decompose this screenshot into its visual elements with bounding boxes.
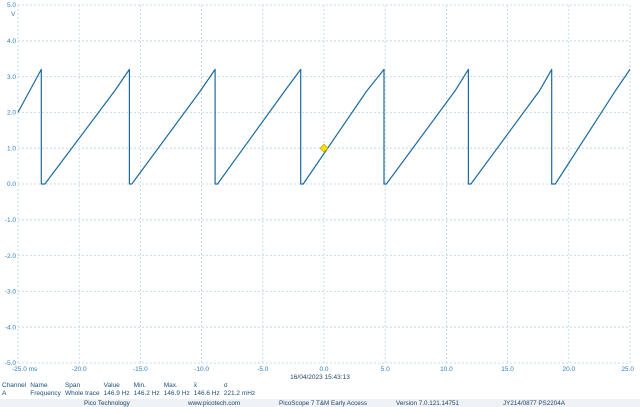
footer-product: PicoScope 7 T&M Early Access (279, 400, 368, 407)
footer-device: JY214/0877 PS2204A (503, 400, 565, 407)
channel-a-trace (17, 68, 631, 185)
header-name: Name (30, 382, 48, 389)
grid-lines (17, 4, 631, 364)
measurements-table: Channel Name Span Value Min. Max. x̄ σ A… (2, 382, 259, 398)
y-tick-label: 4.0 (7, 38, 16, 45)
x-tick-label: 0.0 (319, 366, 328, 373)
header-channel: Channel (2, 382, 27, 389)
x-tick-label: 20.0 (562, 366, 575, 373)
x-tick-label: -15.0 (133, 366, 148, 373)
trace-line (17, 68, 631, 185)
x-tick-label: 15.0 (501, 366, 514, 373)
x-tick-label: -20.0 (72, 366, 87, 373)
header-stddev: σ (223, 382, 228, 389)
y-tick-label: -1.0 (5, 217, 17, 224)
x-tick-label: -5.0 (257, 366, 269, 373)
y-tick-label: 5.0 (7, 2, 16, 9)
measurement-row[interactable]: A Frequency Whole trace 146.9 Hz 146.2 H… (2, 390, 259, 398)
footer-website[interactable]: www.picotech.com (188, 400, 241, 407)
measurements-header-row: Channel Name Span Value Min. Max. x̄ σ (2, 382, 259, 390)
volt-unit-label: V (11, 11, 16, 18)
y-tick-label: 0.0 (7, 181, 16, 188)
y-tick-label: -4.0 (5, 324, 17, 331)
x-tick-label: 10.0 (440, 366, 453, 373)
header-max: Max. (163, 382, 178, 389)
trigger-diamond-icon[interactable] (319, 143, 329, 153)
trigger-marker[interactable] (319, 143, 329, 153)
header-mean: x̄ (193, 382, 197, 389)
footer-version: Version 7.0.121.14751 (396, 400, 460, 407)
scope-chart[interactable]: 5.0 4.0 3.0 2.0 1.0 0.0 -1.0 -2.0 -3.0 -4.0 -5.0 -… (0, 0, 640, 386)
measurement-max: 146.9 Hz (163, 390, 190, 397)
y-tick-label: -3.0 (5, 289, 17, 296)
footer-company: Pico Technology (84, 400, 130, 407)
measurement-channel: A (2, 390, 7, 397)
header-span: Span (64, 382, 81, 389)
y-tick-label: -5.0 (5, 360, 17, 367)
y-tick-label: 2.0 (7, 110, 16, 117)
header-value: Value (103, 382, 120, 389)
x-tick-label: 5.0 (381, 366, 390, 373)
x-axis-labels: -25.0 ms -20.0 -15.0 -10.0 -5.0 0.0 5.0 10.0 15.… (12, 366, 634, 373)
y-tick-label: 3.0 (7, 74, 16, 81)
measurement-stddev: 221.2 mHz (223, 390, 256, 397)
measurement-mean: 146.6 Hz (193, 390, 220, 397)
y-tick-label: -2.0 (5, 253, 17, 260)
y-tick-label: 1.0 (7, 145, 16, 152)
x-tick-label: 25.0 (621, 366, 634, 373)
x-tick-label: -25.0 ms (12, 366, 38, 373)
measurement-min: 146.2 Hz (133, 390, 160, 397)
header-min: Min. (133, 382, 146, 389)
footer-bar: Pico Technology www.picotech.com PicoSco… (0, 399, 640, 407)
y-axis-labels: 5.0 4.0 3.0 2.0 1.0 0.0 -1.0 -2.0 -3.0 -4.0 -5.0 (5, 2, 17, 367)
measurement-name: Frequency (30, 390, 61, 397)
measurement-span: Whole trace (64, 390, 100, 397)
x-tick-label: -10.0 (194, 366, 209, 373)
capture-timestamp: 16/04/2023 15:43:13 (290, 374, 350, 381)
measurement-value: 146.9 Hz (103, 390, 130, 397)
